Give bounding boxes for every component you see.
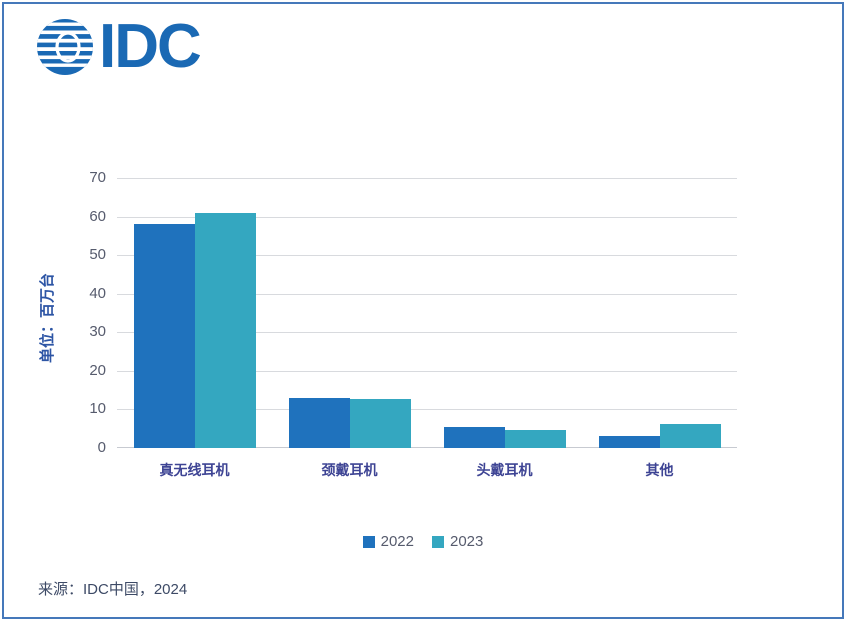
bar-2022: [443, 426, 505, 448]
bar-group: [117, 178, 272, 448]
bar-2023: [504, 429, 566, 448]
bar-group: [427, 178, 582, 448]
gridline: [117, 178, 737, 179]
legend-item-2023: 2023: [432, 534, 483, 550]
legend-swatch-icon: [432, 536, 444, 548]
bar-group: [272, 178, 427, 448]
legend-item-2022: 2022: [362, 533, 414, 550]
idc-globe-icon: [37, 19, 93, 75]
category-label: 其他: [645, 462, 674, 478]
category-label: 头戴耳机: [476, 462, 533, 478]
gridline: [117, 409, 737, 411]
y-tick-label: 40: [89, 284, 106, 302]
category-label: 真无线耳机: [159, 462, 230, 478]
gridline: [117, 332, 737, 334]
gridline: [117, 370, 737, 372]
bar-2023: [194, 212, 256, 448]
y-tick-label: 10: [89, 400, 106, 418]
bar-series: [117, 178, 737, 448]
x-axis-baseline: [117, 447, 737, 448]
gridline: [117, 216, 737, 218]
x-axis-labels: 真无线耳机 颈戴耳机 头戴耳机 其他: [117, 460, 737, 480]
bar-group: [582, 178, 737, 448]
bar-2023: [349, 398, 411, 448]
bar-2022: [598, 436, 660, 448]
y-tick-label: 50: [89, 246, 106, 264]
bar-2022: [133, 224, 195, 448]
gridline: [117, 293, 737, 295]
chart-legend: 2022 2023: [0, 534, 846, 550]
y-tick-label: 70: [89, 169, 106, 186]
gridline: [117, 255, 737, 257]
idc-logo-text: IDC: [99, 12, 202, 81]
source-text: 来源：IDC中国，2024: [38, 581, 188, 598]
legend-label: 2022: [380, 533, 414, 550]
legend-swatch-icon: [362, 536, 375, 548]
chart-plot-area: [117, 178, 737, 448]
category-label: 颈戴耳机: [321, 462, 378, 478]
legend-label: 2023: [450, 533, 484, 550]
bar-2022: [288, 397, 350, 448]
bar-2023: [659, 423, 721, 448]
y-tick-label: 60: [89, 207, 106, 225]
y-tick-label: 0: [97, 439, 106, 456]
y-tick-label: 20: [89, 361, 106, 379]
y-tick-label: 30: [89, 323, 106, 341]
idc-logo: IDC: [36, 12, 202, 81]
